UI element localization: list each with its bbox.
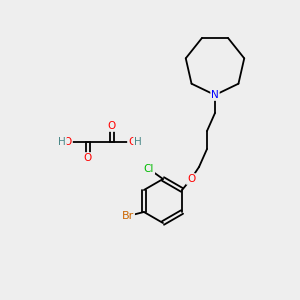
- Text: N: N: [211, 90, 219, 100]
- Text: O: O: [84, 153, 92, 163]
- Text: H: H: [58, 137, 66, 147]
- Text: Br: Br: [122, 211, 134, 221]
- Text: O: O: [64, 137, 72, 147]
- Text: O: O: [187, 174, 195, 184]
- Text: O: O: [128, 137, 136, 147]
- Text: Cl: Cl: [144, 164, 154, 174]
- Text: O: O: [108, 121, 116, 131]
- Text: H: H: [134, 137, 142, 147]
